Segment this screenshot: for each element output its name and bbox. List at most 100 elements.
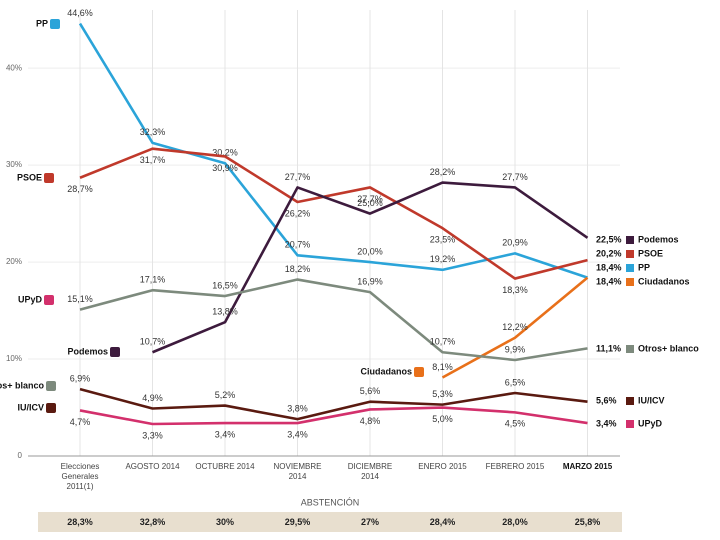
value-label: 28,2% — [430, 167, 456, 177]
series-line — [79, 387, 588, 421]
legend-swatch — [626, 278, 634, 286]
value-label: 10,7% — [140, 337, 166, 347]
value-label: 18,4% — [596, 262, 622, 272]
x-tick-label: Elecciones Generales 2011(1) — [60, 462, 100, 491]
x-tick-label: AGOSTO 2014 — [125, 462, 180, 471]
legend-label: Ciudadanos — [638, 276, 690, 286]
legend-label: UPyD — [638, 418, 663, 428]
value-label: 5,6% — [360, 386, 381, 396]
series-tag-swatch — [44, 295, 54, 305]
series-line — [79, 278, 588, 362]
value-label: 32,3% — [140, 127, 166, 137]
legend-swatch — [626, 345, 634, 353]
series-tag: IU/ICV — [17, 402, 44, 412]
abstention-value: 28,3% — [67, 517, 93, 527]
series-tag: PP — [36, 18, 48, 28]
series-tag: Otros+ blanco — [0, 380, 45, 390]
value-label: 3,4% — [215, 429, 236, 439]
value-label: 25,0% — [357, 198, 383, 208]
value-label: 27,7% — [502, 172, 528, 182]
value-label: 26,2% — [285, 208, 311, 218]
x-tick-label: MARZO 2015 — [562, 462, 613, 471]
series-line — [78, 22, 588, 279]
value-label: 18,4% — [596, 276, 622, 286]
x-tick-label: ENERO 2015 — [418, 462, 467, 471]
series-tag-swatch — [44, 173, 54, 183]
value-label: 27,7% — [357, 194, 383, 204]
value-label: 18,3% — [502, 285, 528, 295]
series-tag: Ciudadanos — [360, 366, 412, 376]
abstention-value: 30% — [215, 517, 234, 527]
legend-label: Podemos — [638, 234, 679, 244]
abstention-value: 28,4% — [429, 517, 456, 527]
y-tick-label: 10% — [6, 354, 22, 363]
series-tag: PSOE — [17, 172, 42, 182]
value-label: 15,1% — [67, 294, 93, 304]
value-label: 5,6% — [596, 395, 617, 405]
legend-label: PSOE — [638, 248, 663, 258]
legend-swatch — [626, 397, 634, 405]
abstention-value: 32,8% — [139, 517, 166, 527]
value-label: 18,2% — [285, 264, 311, 274]
value-label: 8,1% — [432, 362, 453, 372]
value-label: 3,3% — [142, 430, 163, 440]
legend-swatch — [626, 236, 634, 244]
series-tag-swatch — [110, 347, 120, 357]
abstention-value: 25,8% — [574, 517, 601, 527]
value-label: 3,8% — [287, 404, 308, 414]
value-label: 5,0% — [432, 414, 453, 424]
value-label: 30,9% — [212, 163, 238, 173]
value-label: 31,7% — [140, 155, 166, 165]
abstention-value: 28,0% — [502, 517, 528, 527]
y-tick-label: 40% — [6, 63, 22, 72]
value-label: 30,2% — [212, 148, 238, 158]
value-label: 20,9% — [502, 238, 528, 248]
series-tag-swatch — [46, 403, 56, 413]
value-label: 19,2% — [430, 254, 456, 264]
value-label: 12,2% — [502, 322, 528, 332]
abstention-band — [38, 512, 622, 532]
value-label: 5,2% — [215, 390, 236, 400]
value-label: 9,9% — [505, 344, 526, 354]
value-label: 20,0% — [357, 246, 383, 256]
x-tick-label: FEBRERO 2015 — [485, 462, 545, 471]
value-label: 3,4% — [596, 418, 617, 428]
y-tick-label: 30% — [6, 160, 22, 169]
value-label: 6,5% — [505, 377, 526, 387]
series-tag-swatch — [414, 367, 424, 377]
value-label: 4,8% — [360, 416, 381, 426]
abstention-value: 29,5% — [284, 517, 311, 527]
value-label: 6,9% — [70, 373, 91, 383]
abstention-value: 27% — [360, 517, 379, 527]
series-tag: UPyD — [18, 294, 43, 304]
value-label: 4,7% — [70, 417, 91, 427]
value-label: 13,8% — [212, 307, 238, 317]
value-label: 16,9% — [357, 277, 383, 287]
series-tag-swatch — [46, 381, 56, 391]
x-tick-label: DICIEMBRE 2014 — [347, 462, 393, 481]
legend-label: IU/ICV — [638, 395, 665, 405]
legend-label: PP — [638, 262, 650, 272]
value-label: 20,7% — [285, 240, 311, 250]
value-label: 3,4% — [287, 429, 308, 439]
series-line — [441, 276, 589, 379]
value-label: 10,7% — [430, 337, 456, 347]
y-tick-label: 20% — [6, 257, 22, 266]
value-label: 11,1% — [596, 343, 621, 353]
series-tag-swatch — [50, 19, 60, 29]
value-label: 5,3% — [432, 389, 453, 399]
series-line — [79, 147, 588, 280]
series-line — [79, 406, 588, 426]
value-label: 20,2% — [596, 248, 622, 258]
value-label: 44,6% — [67, 8, 93, 18]
legend-swatch — [626, 250, 634, 258]
value-label: 17,1% — [140, 275, 166, 285]
legend-swatch — [626, 420, 634, 428]
value-label: 22,5% — [596, 234, 622, 244]
value-label: 27,7% — [285, 172, 311, 182]
x-tick-label: NOVIEMBRE 2014 — [273, 462, 322, 481]
series-tag: Podemos — [67, 346, 108, 356]
y-tick-label: 0 — [18, 451, 23, 460]
